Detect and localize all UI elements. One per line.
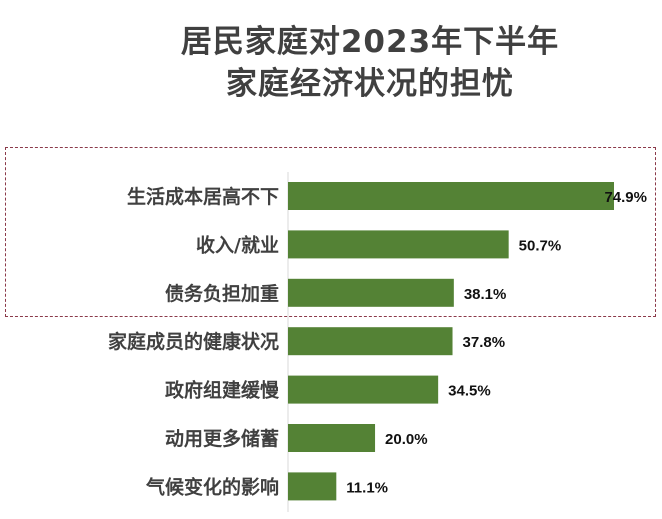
data-label: 50.7% <box>519 237 562 254</box>
data-label: 11.1% <box>346 479 388 496</box>
category-label: 生活成本居高不下 <box>127 185 279 208</box>
data-label: 38.1% <box>464 286 507 303</box>
category-label: 政府组建缓慢 <box>165 379 280 402</box>
category-label: 家庭成员的健康状况 <box>108 330 279 353</box>
highlight-box <box>5 147 656 317</box>
category-label: 债务负担加重 <box>165 282 279 305</box>
category-label: 动用更多储蓄 <box>165 427 279 450</box>
bar <box>288 424 376 452</box>
chart-title-line-1: 居民家庭对2023年下半年 <box>180 24 560 60</box>
bar <box>288 278 454 307</box>
category-label: 气候变化的影响 <box>145 475 279 498</box>
data-label: 37.8% <box>463 334 506 351</box>
data-label: 20.0% <box>385 431 428 448</box>
chart-title-line-2: 家庭经济状况的担忧 <box>226 66 514 102</box>
category-label: 收入/就业 <box>196 233 279 256</box>
bar <box>288 327 453 356</box>
bar <box>288 230 509 259</box>
bar <box>288 182 614 210</box>
bar <box>288 375 439 404</box>
data-label: 34.5% <box>448 383 491 400</box>
data-label: 74.9% <box>604 189 647 206</box>
bar <box>288 472 337 501</box>
